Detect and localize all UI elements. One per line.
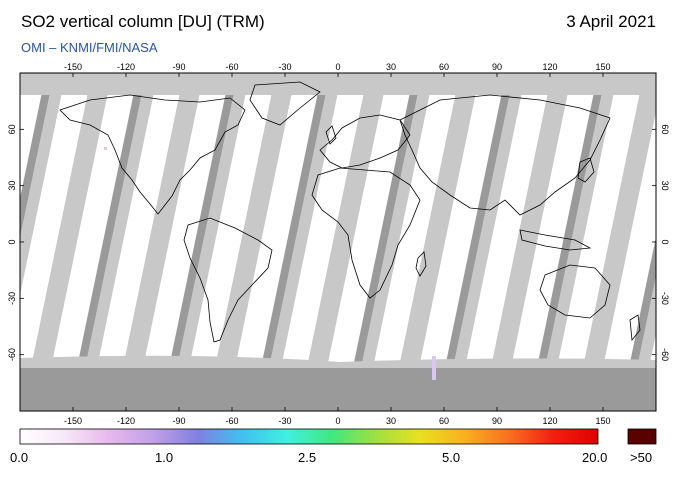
- lat-tick-left: 0: [7, 239, 17, 244]
- lon-tick-top: -90: [172, 62, 185, 72]
- colorbar: [19, 428, 599, 445]
- swath-gap: [482, 73, 560, 411]
- lon-tick-bottom: 30: [386, 416, 396, 426]
- swath: [88, 73, 184, 411]
- swath-gap: [68, 73, 146, 411]
- swath-gap: [436, 73, 514, 411]
- so2-trace: [104, 147, 107, 150]
- asia: [399, 94, 611, 216]
- lon-tick-bottom: 60: [439, 416, 449, 426]
- lon-tick-bottom: -120: [117, 416, 135, 426]
- lon-tick-top: -150: [64, 62, 82, 72]
- greenland: [249, 81, 321, 126]
- lon-tick-bottom: 150: [595, 416, 610, 426]
- lon-tick-bottom: -60: [225, 416, 238, 426]
- swath-gap: [620, 237, 656, 411]
- north-america: [59, 94, 246, 215]
- swath: [410, 73, 506, 411]
- colorbar-label-4: 20.0: [582, 450, 608, 465]
- data-credit: OMI – KNMI/FMI/NASA: [21, 40, 158, 55]
- madagascar: [415, 251, 427, 277]
- lon-tick-top: -120: [117, 62, 135, 72]
- swath: [180, 73, 276, 411]
- swath: [456, 73, 552, 411]
- lon-tick-bottom: -90: [172, 416, 185, 426]
- swath-gap: [22, 73, 100, 411]
- colorbar-overflow: [627, 428, 657, 445]
- lon-tick-top: 150: [595, 62, 610, 72]
- australia: [539, 264, 611, 319]
- colorbar-overflow-label: >50: [630, 450, 653, 465]
- japan: [577, 157, 595, 183]
- swath: [364, 73, 460, 411]
- antarctic-edge: [20, 355, 656, 368]
- lon-tick-top: -60: [225, 62, 238, 72]
- swath-gap: [574, 73, 652, 411]
- lon-tick-top: 90: [492, 62, 502, 72]
- lon-tick-bottom: 0: [335, 416, 340, 426]
- so2-trace: [432, 356, 436, 380]
- new-zealand: [629, 314, 641, 342]
- lon-tick-bottom: -30: [278, 416, 291, 426]
- british-isles: [325, 125, 337, 145]
- swath: [226, 73, 322, 411]
- lon-tick-bottom: -150: [64, 416, 82, 426]
- swath-gap: [160, 73, 238, 411]
- lon-tick-top: 60: [439, 62, 449, 72]
- lat-tick-right: 60: [660, 124, 670, 134]
- swath-gap: [390, 73, 468, 411]
- swath: [548, 73, 644, 411]
- axis-ticks: -150 -150 -120 -120 -90 -90 -60 -60 -30 -30 0 0 30 30…: [7, 62, 670, 426]
- swath-gap: [252, 73, 330, 411]
- map-title: SO2 vertical column [DU] (TRM): [21, 12, 265, 31]
- swath: [272, 73, 368, 411]
- lat-tick-left: 60: [7, 124, 17, 134]
- lon-tick-top: 30: [386, 62, 396, 72]
- swath: [20, 73, 92, 411]
- south-america: [183, 217, 273, 343]
- colorbar-label-2: 2.5: [298, 450, 317, 465]
- map-date: 3 April 2021: [566, 12, 656, 31]
- lat-tick-right: 0: [660, 239, 670, 244]
- colorbar-label-0: 0.0: [10, 450, 29, 465]
- lat-tick-right: 30: [660, 181, 670, 191]
- lon-tick-top: 0: [335, 62, 340, 72]
- swath: [318, 73, 414, 411]
- swath: [42, 73, 138, 411]
- swath-gap: [20, 73, 54, 238]
- swath-gap: [114, 73, 192, 411]
- antarctica: [20, 365, 656, 411]
- lat-tick-left: -30: [7, 292, 17, 305]
- lat-tick-right: -30: [660, 292, 670, 305]
- lat-tick-left: -60: [7, 348, 17, 361]
- lon-tick-top: 120: [542, 62, 557, 72]
- coastlines: [59, 81, 641, 343]
- colorbar-label-3: 5.0: [442, 450, 461, 465]
- swath-gap: [298, 73, 376, 411]
- lon-tick-top: -30: [278, 62, 291, 72]
- arctic-no-data: [20, 73, 656, 95]
- swath-gap: [344, 73, 422, 411]
- africa: [311, 167, 421, 299]
- swath: [502, 73, 598, 411]
- lat-tick-right: -60: [660, 348, 670, 361]
- swath: [134, 73, 230, 411]
- swath-gaps: [20, 73, 656, 411]
- swath: [594, 111, 656, 411]
- lat-tick-left: 30: [7, 181, 17, 191]
- swath-gap: [528, 73, 606, 411]
- lon-tick-bottom: 90: [492, 416, 502, 426]
- indonesia: [519, 229, 592, 251]
- lon-tick-bottom: 120: [542, 416, 557, 426]
- colorbar-label-1: 1.0: [155, 450, 174, 465]
